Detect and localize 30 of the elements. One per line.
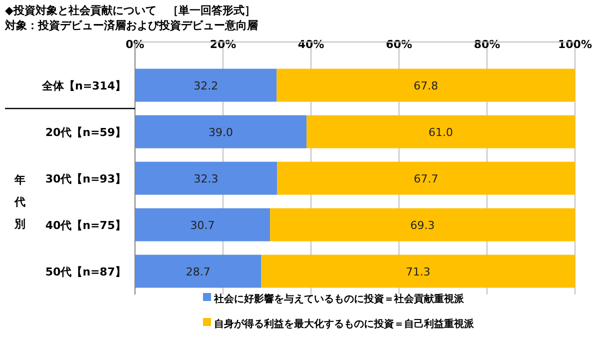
legend-label: 自身が得る利益を最大化するものに投資＝自己利益重視派 (214, 318, 475, 330)
text: 年代別 (14, 174, 26, 230)
y-tick-label: 30代【n=93】 (45, 172, 126, 186)
data-label: 71.3 (406, 265, 430, 278)
data-label: 61.0 (428, 126, 454, 139)
y-tick-label: 全体【n=314】 (40, 79, 126, 92)
bar (277, 162, 575, 195)
bar (276, 68, 575, 102)
bar (135, 162, 278, 195)
bar (270, 208, 575, 242)
bar (135, 254, 262, 288)
chart-title: ◆投資対象と社会貢献について ［単一回答形式］ (5, 4, 256, 17)
bar (306, 115, 575, 148)
data-label: 39.0 (208, 126, 234, 139)
data-label: 67.8 (414, 79, 438, 92)
chart-subtitle: 対象：投資デビュー済層および投資デビュー意向層 (4, 19, 258, 32)
y-tick-label: 20代【n=59】 (45, 126, 126, 139)
bar (135, 208, 270, 242)
y-tick-label: 40代【n=75】 (45, 218, 126, 232)
data-label: 28.7 (186, 265, 210, 278)
y-tick-label: 50代【n=87】 (45, 265, 126, 278)
bar (135, 68, 277, 102)
data-label: 69.3 (410, 218, 435, 232)
data-label: 32.3 (194, 172, 218, 186)
bar (261, 254, 575, 288)
bar (135, 115, 307, 148)
data-label: 30.7 (190, 218, 215, 232)
legend-label: 社会に好影響を与えているものに投資＝社会貢献重視派 (213, 293, 465, 305)
data-label: 67.7 (414, 172, 438, 186)
data-label: 32.2 (194, 79, 218, 92)
